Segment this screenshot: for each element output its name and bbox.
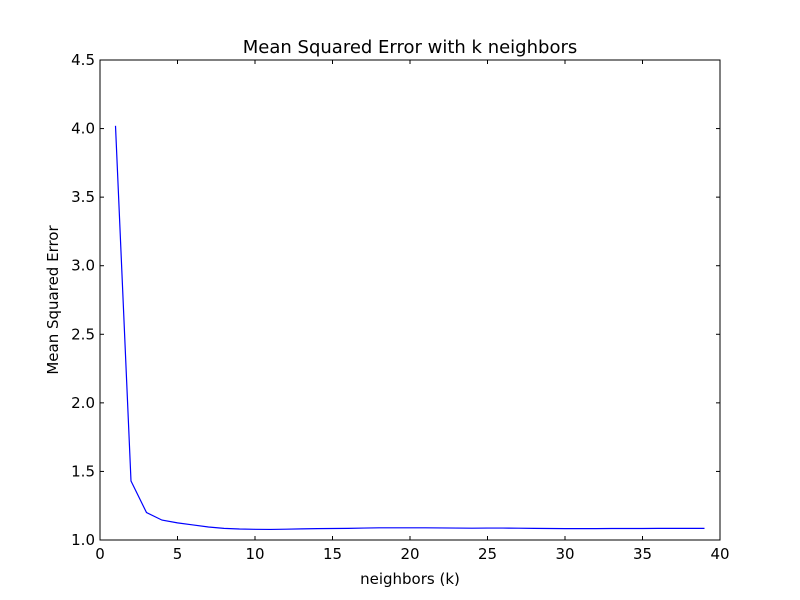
- y-tick-label: 2.5: [71, 325, 95, 343]
- chart-title: Mean Squared Error with k neighbors: [243, 37, 577, 58]
- plot-area: [99, 59, 721, 541]
- y-tick-label: 1.5: [71, 462, 95, 480]
- x-tick-label: 20: [400, 545, 419, 563]
- y-tick-label: 2.0: [71, 394, 95, 412]
- x-tick-label: 40: [710, 545, 729, 563]
- x-tick-label: 30: [555, 545, 574, 563]
- y-tick-label: 1.0: [71, 531, 95, 549]
- x-tick-label: 10: [245, 545, 264, 563]
- y-tick-label: 4.5: [71, 51, 95, 69]
- y-tick-label: 3.0: [71, 257, 95, 275]
- x-tick-label: 35: [633, 545, 652, 563]
- plot-frame: [99, 59, 721, 541]
- x-axis-label: neighbors (k): [360, 570, 460, 588]
- series-line: [114, 125, 705, 531]
- x-tick-label: 5: [173, 545, 183, 563]
- y-tick-label: 3.5: [71, 188, 95, 206]
- x-tick-label: 15: [323, 545, 342, 563]
- y-axis: 1.0 1.5 2.0 2.5 3.0 3.5 4.0 4.5: [71, 51, 720, 549]
- y-axis-label: Mean Squared Error: [44, 225, 62, 375]
- x-tick-label: 25: [478, 545, 497, 563]
- x-tick-label: 0: [95, 545, 105, 563]
- y-tick-label: 4.0: [71, 120, 95, 138]
- x-axis: 0 5 10 15 20 25 30 35 40: [95, 60, 730, 563]
